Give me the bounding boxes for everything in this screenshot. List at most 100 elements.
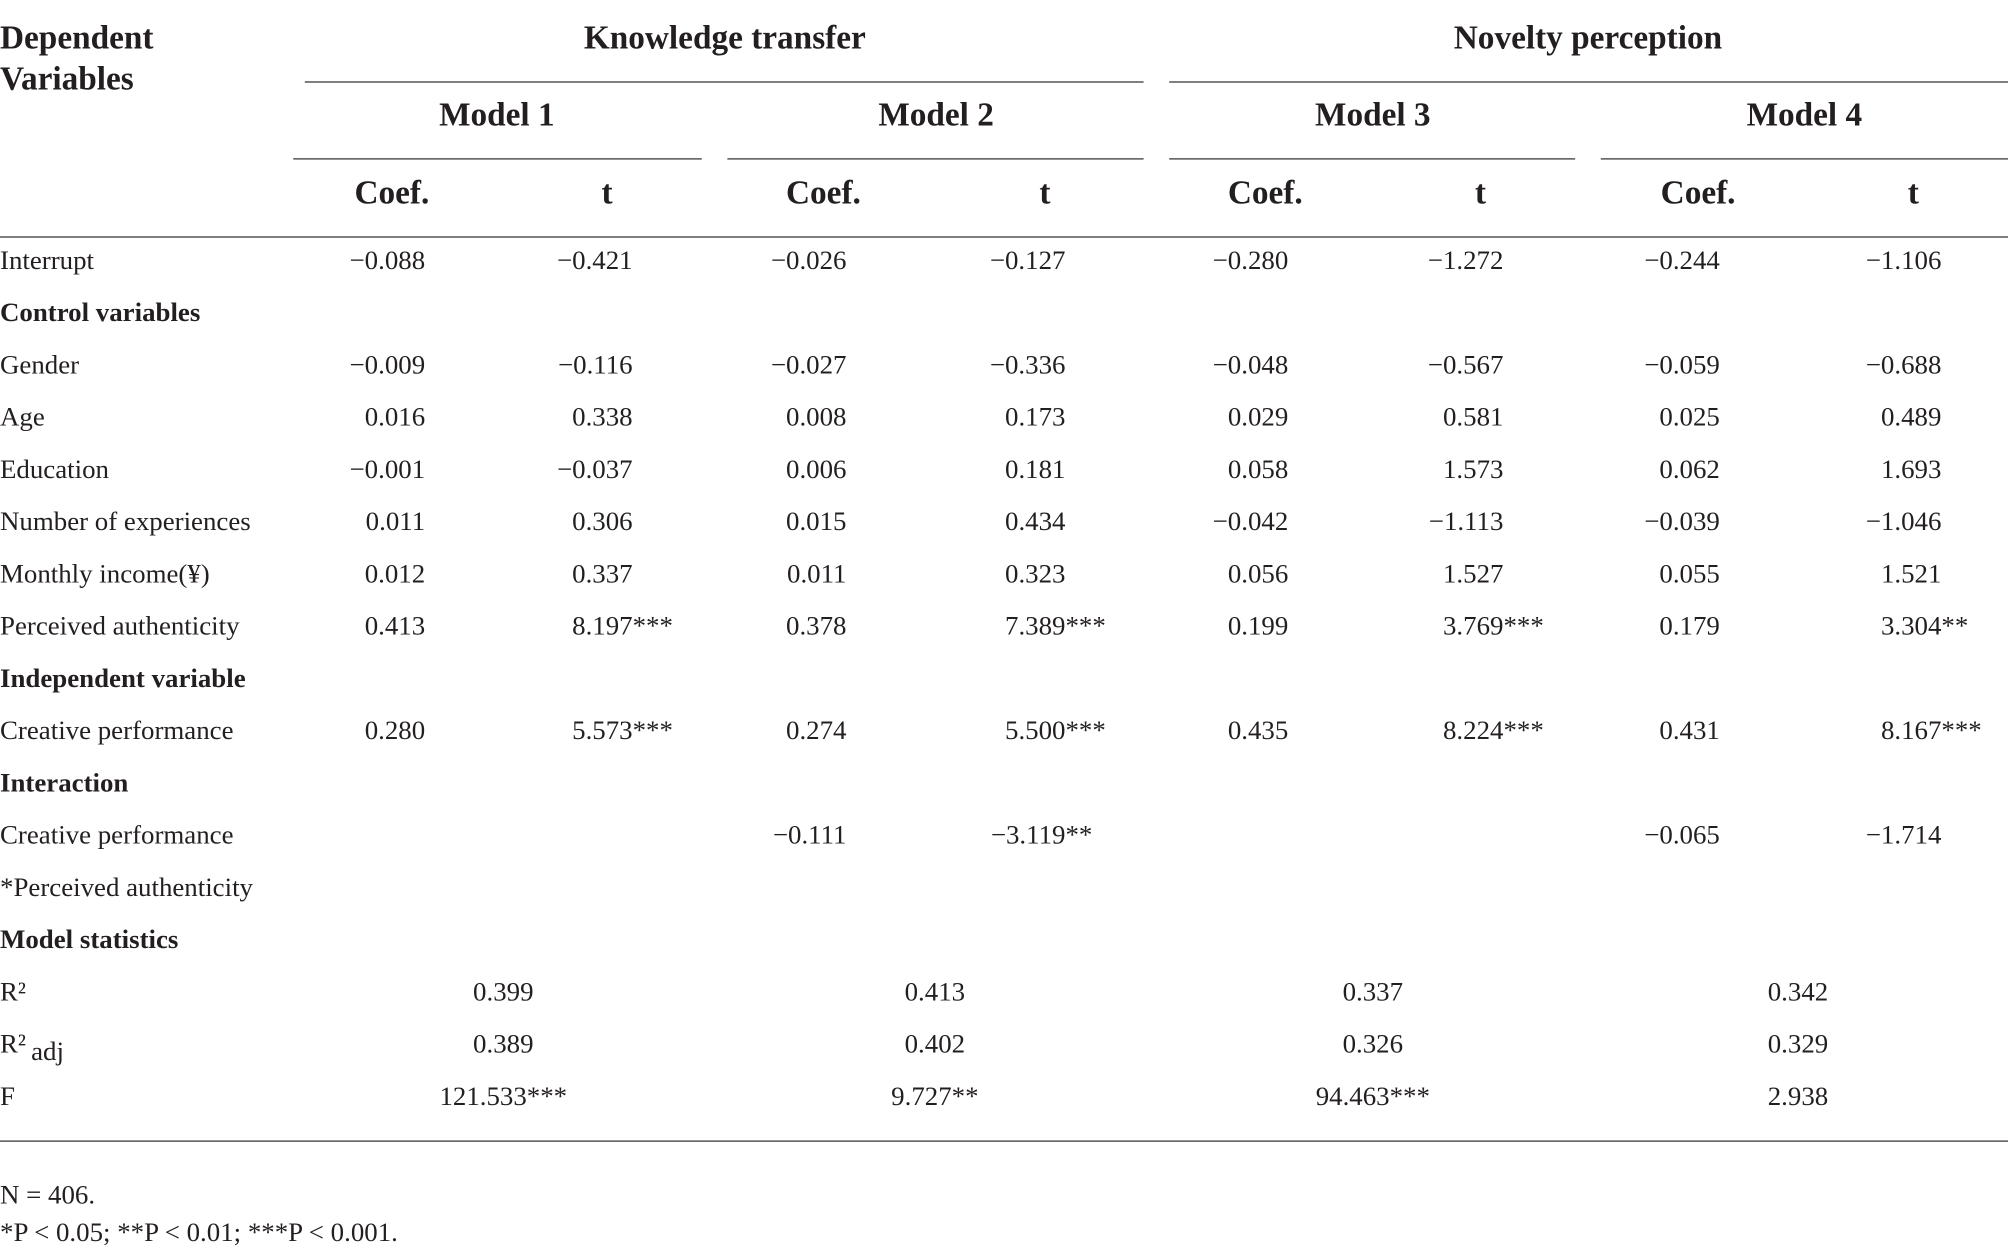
cell: 0.378 [786,611,846,641]
stat-cell: 0.389 [473,1029,533,1059]
cell: 8.224*** [1443,715,1544,745]
column-header: Coef. [1228,175,1303,212]
cell: 0.413 [365,611,425,641]
cell: −0.039 [1644,506,1720,536]
stat-cell: 94.463*** [1316,1081,1430,1111]
cell: −1.272 [1428,245,1504,275]
column-header: Coef. [1661,175,1736,212]
column-header: Coef. [354,175,429,212]
cell: −0.116 [558,349,633,379]
cell: −0.567 [1428,349,1504,379]
cell: −0.009 [350,349,426,379]
cell: −1.046 [1866,506,1942,536]
column-header: t [1475,175,1486,212]
cell: 3.304** [1881,611,1968,641]
cell: 0.280 [365,715,425,745]
cell: 0.008 [786,402,846,432]
cell: −1.714 [1866,820,1942,850]
stat-cell: 9.727** [891,1081,978,1111]
cell: −0.059 [1644,349,1720,379]
cell: 0.337 [572,558,632,588]
cell: 3.769*** [1443,611,1544,641]
cell: 7.389*** [1005,611,1106,641]
cell: −0.037 [557,454,633,484]
stat-cell: 0.337 [1343,976,1403,1006]
row-label: R² [0,976,26,1006]
cell: −0.088 [350,245,426,275]
cell: −3.119** [991,820,1093,850]
row-label: *Perceived authenticity [0,872,254,902]
stub-header: Variables [0,61,134,98]
cell: −0.336 [990,349,1066,379]
section-label: Independent variable [0,663,246,693]
cell: 0.323 [1005,558,1065,588]
cell: 0.306 [572,506,632,536]
cell: 8.167*** [1881,715,1982,745]
row-label: Education [0,454,110,484]
stat-cell: 0.326 [1343,1029,1403,1059]
cell: 0.338 [572,402,632,432]
cell: 0.056 [1228,558,1288,588]
row-label: Perceived authenticity [0,611,240,641]
stat-cell: 121.533*** [439,1081,567,1111]
model-header: Model 2 [878,97,994,134]
cell: 0.435 [1228,715,1288,745]
cell: 0.015 [786,506,846,536]
stat-cell: 0.329 [1768,1029,1828,1059]
cell: 0.029 [1228,402,1288,432]
cell: 8.197*** [572,611,673,641]
cell: −0.421 [557,245,633,275]
model-header: Model 3 [1315,97,1431,134]
row-label: Creative performance [0,820,234,850]
cell: −0.244 [1644,245,1720,275]
section-label: Control variables [0,297,200,327]
note: N = 406. [0,1180,95,1210]
cell: 0.434 [1005,506,1066,536]
cell: −0.042 [1213,506,1289,536]
cell: −0.026 [771,245,847,275]
cell: 0.274 [786,715,847,745]
section-label: Model statistics [0,924,178,954]
cell: −0.048 [1213,349,1289,379]
model-header: Model 1 [439,97,555,134]
cell: 0.011 [787,558,846,588]
row-label: Age [0,402,45,432]
cell: 0.006 [786,454,846,484]
cell: 1.693 [1881,454,1941,484]
cell: 1.521 [1881,558,1941,588]
cell: 5.573*** [572,715,673,745]
cell: 5.500*** [1005,715,1106,745]
row-label: Gender [0,349,79,379]
cell: 1.573 [1443,454,1503,484]
cell: −1.113 [1429,506,1504,536]
cell: 0.431 [1659,715,1719,745]
stub-header: Dependent [0,20,153,57]
group-header: Knowledge transfer [584,20,866,57]
model-header: Model 4 [1747,97,1863,134]
column-header: t [601,175,612,212]
row-label-sub: adj [31,1036,64,1066]
note: *P < 0.05; **P < 0.01; ***P < 0.001. [0,1217,398,1247]
row-label: Number of experiences [0,506,251,536]
cell: 0.058 [1228,454,1288,484]
cell: 1.527 [1443,558,1503,588]
row-label: Creative performance [0,715,234,745]
cell: 0.199 [1228,611,1288,641]
cell: 0.181 [1005,454,1065,484]
section-label: Interaction [0,767,128,797]
cell: −0.280 [1213,245,1289,275]
stat-cell: 0.342 [1768,976,1828,1006]
stat-cell: 0.399 [473,976,533,1006]
cell: 0.011 [366,506,425,536]
row-label: Monthly income(¥) [0,558,210,588]
cell: 0.055 [1659,558,1719,588]
stat-cell: 0.402 [905,1029,965,1059]
cell: 0.025 [1659,402,1719,432]
cell: 0.173 [1005,402,1065,432]
column-header: t [1039,175,1050,212]
cell: −0.027 [771,349,847,379]
cell: −0.127 [990,245,1066,275]
row-label: R² [0,1029,26,1059]
column-header: Coef. [786,175,861,212]
